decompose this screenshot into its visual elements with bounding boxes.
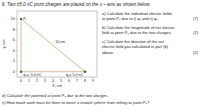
question-text: a) Calculate the individual electric fie… — [102, 11, 172, 16]
x-tick — [85, 77, 86, 79]
plot-frame — [17, 11, 97, 77]
question-marks: (2) — [193, 50, 199, 55]
annotation: P₂ — [23, 17, 27, 21]
footer: d) Calculate the potential at point P₂ d… — [2, 93, 150, 105]
x-tick-label: 4 — [52, 79, 54, 83]
x-tick-label: 2 — [36, 79, 38, 83]
point — [20, 18, 22, 20]
question-marks: (7) — [193, 16, 199, 21]
x-tick-label: 5 — [60, 79, 62, 83]
x-axis-label: X, cm — [52, 84, 62, 88]
footer-text: e) How much work must be done to move a … — [2, 100, 150, 105]
x-tick-label: 8 — [84, 79, 86, 83]
y-tick — [16, 71, 18, 72]
line — [21, 19, 85, 72]
y-tick-label: 8 — [13, 28, 15, 32]
questions: a) Calculate the individual electric fie… — [102, 11, 199, 55]
x-tick-label: 6 — [68, 79, 70, 83]
x-tick — [21, 77, 22, 79]
footer-text: d) Calculate the potential at point P₂ d… — [2, 93, 108, 98]
axes: 0 1 2 3 4 5 6 7 8 9 0 2 4 6 8 10 X, cm y, cm — [2, 17, 94, 88]
x-tick — [93, 77, 94, 79]
question-text: field at point P₂ due to the two charges… — [102, 30, 172, 35]
data — [20, 18, 86, 73]
y-tick — [16, 40, 18, 41]
y-tick-label: 10 — [11, 17, 15, 21]
x-tick — [53, 77, 54, 79]
question-text: c) Calculate the direction of the net — [102, 39, 165, 44]
question-marks: (2) — [193, 30, 199, 35]
chart: 6. Two ±5.0 nC point charges are placed … — [0, 0, 200, 109]
y-tick-label: 2 — [13, 59, 15, 63]
y-tick — [16, 50, 18, 51]
annotation: q₂= 5.0 nC — [66, 73, 83, 77]
title: 6. Two ±5.0 nC point charges are placed … — [2, 2, 150, 7]
y-tick — [16, 61, 18, 62]
question-text: b) Calculate the magnitude of net electr… — [102, 25, 175, 30]
x-tick-label: 3 — [44, 79, 46, 83]
point — [20, 71, 22, 73]
question-text: electric field you calculated in part (b… — [102, 44, 169, 49]
x-tick — [45, 77, 46, 79]
point — [84, 71, 86, 73]
y-tick-label: 0 — [13, 70, 15, 74]
x-tick-label: 0 — [20, 79, 22, 83]
question-text: above. — [102, 50, 114, 55]
y-tick — [16, 18, 18, 19]
annotation: 10 cm — [55, 40, 65, 44]
annotation: q₁= -5.0 nC — [23, 73, 41, 77]
x-tick-label: 9 — [92, 79, 94, 83]
y-tick-label: 6 — [13, 38, 15, 42]
y-axis-label: y, cm — [2, 40, 6, 49]
y-tick — [16, 29, 18, 30]
question-text: at point P₂ due to i) q₁ and ii) q₂. — [102, 16, 159, 21]
annotations: P₂ q₁= -5.0 nC q₂= 5.0 nC 10 cm — [23, 17, 83, 77]
x-tick-label: 1 — [28, 79, 30, 83]
x-tick — [61, 77, 62, 79]
y-tick-label: 4 — [13, 49, 15, 53]
x-tick-label: 7 — [76, 79, 78, 83]
